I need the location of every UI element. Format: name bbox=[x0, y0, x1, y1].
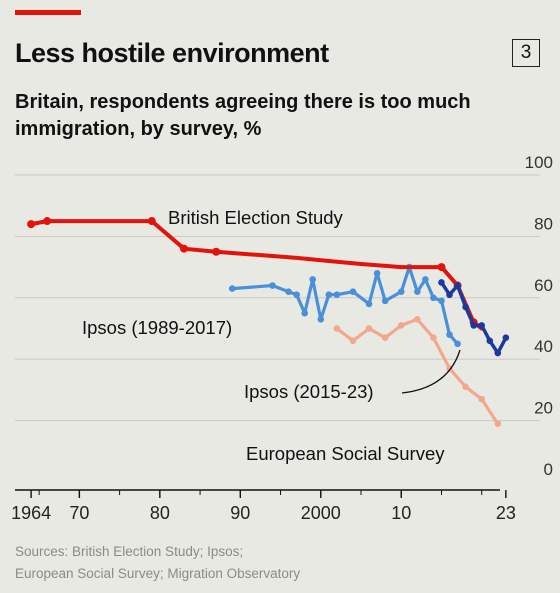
data-point-ipsos-1989-2017 bbox=[438, 297, 445, 305]
data-point-ipsos-1989-2017 bbox=[454, 340, 461, 348]
data-point-ipsos-1989-2017 bbox=[430, 294, 437, 302]
data-point-ipsos-1989-2017 bbox=[446, 331, 453, 338]
data-point-british-election-study bbox=[212, 247, 221, 256]
data-point-ipsos-1989-2017 bbox=[228, 285, 236, 292]
data-point-ipsos-2015-23 bbox=[486, 337, 494, 345]
y-tick-label-40: 40 bbox=[534, 337, 553, 356]
data-point-ipsos-1989-2017 bbox=[397, 288, 405, 295]
data-point-ipsos-1989-2017 bbox=[414, 288, 421, 295]
data-point-ipsos-1989-2017 bbox=[309, 276, 317, 283]
data-point-ipsos-2015-23 bbox=[470, 322, 477, 329]
data-point-european-social-survey bbox=[365, 325, 373, 332]
data-point-british-election-study bbox=[27, 220, 36, 229]
data-point-european-social-survey bbox=[414, 315, 421, 323]
annotation-layer: British Election Study Ipsos (1989-2017) I… bbox=[82, 207, 461, 464]
x-tick-label-90: 90 bbox=[230, 503, 250, 523]
leader-line-ipsos-2015 bbox=[401, 349, 461, 394]
series-label-1: British Election Study bbox=[168, 207, 344, 228]
series-line-european-social-survey bbox=[335, 317, 500, 426]
data-point-british-election-study bbox=[437, 263, 446, 272]
x-tick-label-23: 23 bbox=[496, 503, 516, 523]
series-label-2: Ipsos (1989-2017) bbox=[82, 317, 232, 338]
y-tick-label-20: 20 bbox=[534, 399, 553, 418]
data-point-ipsos-2015-23 bbox=[462, 303, 469, 311]
data-point-ipsos-1989-2017 bbox=[333, 291, 341, 299]
data-point-european-social-survey bbox=[462, 383, 469, 391]
data-point-ipsos-2015-23 bbox=[502, 334, 510, 342]
x-tick-label-10: 10 bbox=[391, 503, 411, 523]
data-point-ipsos-1989-2017 bbox=[422, 276, 429, 283]
source-note: Sources: British Election Study; Ipsos; … bbox=[15, 541, 300, 585]
x-tick-label-1964: 1964 bbox=[11, 503, 51, 523]
data-point-ipsos-1989-2017 bbox=[293, 291, 300, 299]
data-point-ipsos-2015-23 bbox=[494, 349, 502, 357]
series-layer bbox=[27, 217, 510, 427]
data-point-british-election-study bbox=[43, 217, 52, 226]
data-point-british-election-study bbox=[179, 244, 188, 253]
y-tick-label-0: 0 bbox=[544, 460, 553, 479]
source-line-1: Sources: British Election Study; Ipsos; bbox=[15, 544, 244, 559]
data-point-ipsos-1989-2017 bbox=[269, 282, 276, 289]
data-point-european-social-survey bbox=[430, 334, 437, 342]
data-point-ipsos-2015-23 bbox=[446, 291, 453, 299]
series-label-3: Ipsos (2015-23) bbox=[244, 381, 374, 402]
data-point-ipsos-1989-2017 bbox=[365, 300, 373, 308]
x-tick-label-70: 70 bbox=[69, 503, 89, 523]
y-tick-label-100: 100 bbox=[525, 153, 553, 172]
accent-bar bbox=[15, 10, 81, 15]
x-tick-label-2000: 2000 bbox=[301, 503, 341, 523]
x-tick-label-80: 80 bbox=[150, 503, 170, 523]
data-point-european-social-survey bbox=[333, 325, 341, 332]
chart-title: Less hostile environment bbox=[15, 38, 329, 68]
data-point-european-social-survey bbox=[397, 322, 405, 329]
data-point-ipsos-1989-2017 bbox=[285, 288, 292, 295]
grid-layer bbox=[15, 174, 540, 422]
data-point-ipsos-1989-2017 bbox=[381, 297, 389, 305]
data-point-ipsos-1989-2017 bbox=[301, 309, 308, 317]
data-point-ipsos-1989-2017 bbox=[325, 291, 333, 299]
data-point-ipsos-1989-2017 bbox=[349, 288, 357, 295]
data-point-european-social-survey bbox=[494, 420, 502, 427]
data-point-european-social-survey bbox=[446, 365, 453, 372]
data-point-european-social-survey bbox=[381, 334, 389, 342]
data-point-ipsos-2015-23 bbox=[478, 322, 486, 329]
series-label-4: European Social Survey bbox=[246, 443, 445, 464]
data-point-ipsos-2015-23 bbox=[454, 282, 461, 289]
data-point-european-social-survey bbox=[349, 337, 357, 345]
data-point-ipsos-2015-23 bbox=[438, 279, 445, 286]
y-tick-label-60: 60 bbox=[534, 276, 553, 295]
data-point-ipsos-1989-2017 bbox=[317, 315, 325, 323]
y-tick-label-80: 80 bbox=[534, 214, 553, 233]
chart-number-badge: 3 bbox=[512, 39, 540, 67]
data-point-british-election-study bbox=[147, 217, 156, 226]
data-point-european-social-survey bbox=[478, 395, 486, 403]
series-line-british-election-study bbox=[29, 219, 484, 331]
chart-subtitle: Britain, respondents agreeing there is t… bbox=[15, 91, 471, 140]
axis-layer: 0 20 40 60 80 100 1964 70 80 90 2000 10 23 bbox=[11, 153, 553, 523]
data-point-ipsos-1989-2017 bbox=[373, 269, 381, 277]
source-line-2: European Social Survey; Migration Observ… bbox=[15, 566, 301, 581]
